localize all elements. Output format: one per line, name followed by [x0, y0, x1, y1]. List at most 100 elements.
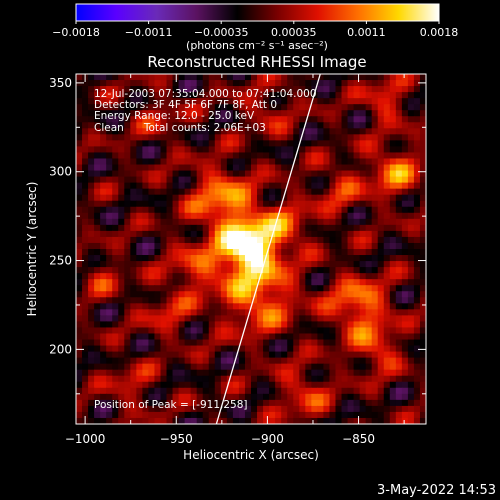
heatmap-cell: [257, 339, 264, 347]
heatmap-cell: [118, 182, 125, 190]
heatmap-cell: [311, 315, 318, 323]
heatmap-cell: [166, 255, 174, 262]
heatmap-cell: [124, 405, 131, 413]
heatmap-cell: [371, 393, 379, 401]
heatmap-cell: [329, 375, 337, 383]
heatmap-cell: [395, 182, 403, 190]
heatmap-cell: [172, 303, 180, 310]
heatmap-cell: [329, 86, 337, 93]
heatmap-cell: [166, 261, 174, 268]
heatmap-cell: [226, 158, 234, 166]
heatmap-cell: [88, 255, 95, 262]
heatmap-cell: [311, 321, 318, 329]
heatmap-cell: [341, 104, 349, 111]
heatmap-cell: [136, 357, 143, 365]
heatmap-cell: [269, 303, 276, 310]
heatmap-cell: [208, 297, 216, 304]
heatmap-cell: [130, 249, 137, 256]
heatmap-cell: [88, 80, 95, 87]
heatmap-cell: [395, 303, 403, 310]
heatmap-cell: [106, 411, 113, 419]
heatmap-cell: [136, 309, 143, 316]
heatmap-cell: [106, 194, 113, 202]
heatmap-cell: [269, 393, 276, 401]
heatmap-cell: [335, 224, 343, 232]
heatmap-cell: [130, 146, 137, 154]
heatmap-cell: [413, 218, 421, 226]
heatmap-cell: [347, 218, 355, 226]
heatmap-cell: [238, 92, 246, 99]
heatmap-cell: [335, 86, 343, 93]
heatmap-cell: [383, 327, 391, 335]
heatmap-cell: [202, 116, 210, 123]
heatmap-cell: [323, 182, 331, 190]
heatmap-cell: [365, 351, 373, 359]
heatmap-cell: [305, 387, 312, 395]
heatmap-cell: [88, 98, 95, 105]
heatmap-cell: [341, 309, 349, 316]
heatmap-cell: [154, 134, 162, 141]
heatmap-cell: [106, 345, 113, 353]
heatmap-cell: [196, 206, 204, 214]
heatmap-cell: [263, 74, 270, 81]
heatmap-cell: [311, 236, 318, 244]
heatmap-cell: [202, 200, 210, 208]
heatmap-cell: [353, 351, 361, 359]
heatmap-cell: [401, 146, 409, 154]
heatmap-cell: [275, 104, 282, 111]
heatmap-cell: [257, 140, 264, 148]
heatmap-cell: [244, 230, 252, 238]
heatmap-cell: [263, 273, 270, 280]
heatmap-cell: [341, 411, 349, 419]
heatmap-cell: [311, 297, 318, 304]
heatmap-cell: [184, 381, 192, 389]
heatmap-cell: [76, 297, 83, 304]
heatmap-cell: [214, 74, 222, 81]
heatmap-cell: [136, 128, 143, 135]
heatmap-cell: [178, 80, 186, 87]
heatmap-cell: [371, 212, 379, 220]
heatmap-cell: [317, 242, 325, 250]
heatmap-cell: [220, 387, 228, 395]
heatmap-cell: [220, 399, 228, 407]
heatmap-cell: [269, 116, 276, 123]
heatmap-cell: [142, 206, 150, 214]
heatmap-cell: [371, 387, 379, 395]
heatmap-cell: [377, 164, 385, 172]
heatmap-cell: [238, 188, 246, 196]
heatmap-cell: [419, 116, 426, 123]
heatmap-cell: [347, 351, 355, 359]
heatmap-cell: [371, 357, 379, 365]
heatmap-cell: [124, 122, 131, 129]
heatmap-cell: [269, 327, 276, 335]
heatmap-cell: [100, 369, 107, 377]
heatmap-cell: [226, 242, 234, 250]
heatmap-cell: [190, 417, 198, 424]
heatmap-cell: [293, 291, 300, 298]
heatmap-cell: [100, 98, 107, 105]
heatmap-cell: [118, 297, 125, 304]
heatmap-cell: [100, 309, 107, 316]
heatmap-cell: [232, 212, 240, 220]
heatmap-cell: [148, 218, 156, 226]
heatmap-cell: [347, 110, 355, 117]
heatmap-cell: [329, 98, 337, 105]
heatmap-cell: [76, 134, 83, 141]
heatmap-cell: [269, 261, 276, 268]
heatmap-cell: [220, 303, 228, 310]
heatmap-cell: [269, 333, 276, 341]
heatmap-cell: [347, 393, 355, 401]
heatmap-cell: [196, 327, 204, 335]
heatmap-cell: [341, 224, 349, 232]
heatmap-cell: [202, 381, 210, 389]
heatmap-cell: [100, 128, 107, 135]
heatmap-cell: [359, 140, 367, 148]
heatmap-cell: [136, 116, 143, 123]
heatmap-cell: [190, 110, 198, 117]
heatmap-cell: [293, 339, 300, 347]
heatmap-cell: [293, 182, 300, 190]
heatmap-cell: [419, 261, 426, 268]
heatmap-cell: [214, 164, 222, 172]
heatmap-cell: [232, 345, 240, 353]
heatmap-cell: [178, 255, 186, 262]
